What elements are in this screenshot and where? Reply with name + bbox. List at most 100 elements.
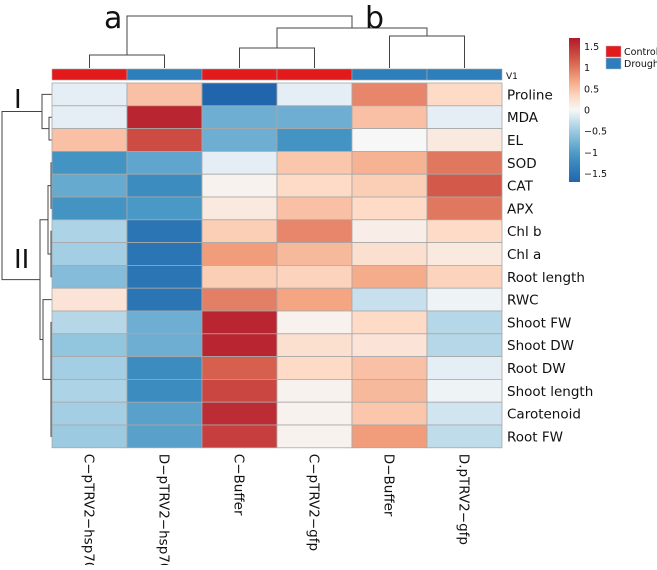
heatmap-cell xyxy=(351,333,428,357)
heatmap-cell xyxy=(51,356,128,380)
row-labels: Proline MDA EL SOD CAT APX Chl b Chl a Root leng… xyxy=(507,87,593,445)
heatmap-cell xyxy=(351,128,428,152)
dendrogram-branch xyxy=(1,111,42,281)
heatmap-cell xyxy=(426,150,503,175)
heatmap-cell xyxy=(426,378,503,403)
heatmap-cell xyxy=(201,310,278,335)
row-label: Chl b xyxy=(507,224,542,240)
row-label: Root length xyxy=(507,270,585,286)
heatmap-cell xyxy=(276,310,353,335)
row-label: Root FW xyxy=(507,429,563,445)
heatmap-cell xyxy=(426,219,503,244)
column-dendrogram xyxy=(89,15,465,68)
colorbar-tick-label: −1.5 xyxy=(584,169,607,180)
row-label: RWC xyxy=(507,293,539,309)
heatmap-cell xyxy=(201,424,278,449)
row-label: CAT xyxy=(507,179,534,195)
annotation-cell xyxy=(426,68,503,81)
row-label: MDA xyxy=(507,110,539,126)
row-label: EL xyxy=(507,133,524,149)
heatmap-cell xyxy=(426,128,503,152)
heatmap-cell xyxy=(201,196,278,221)
heatmap-cell xyxy=(351,310,428,335)
heatmap-cell xyxy=(351,424,428,449)
heatmap-cell xyxy=(201,105,278,130)
heatmap-cell xyxy=(126,378,203,403)
heatmap-cell xyxy=(201,287,278,312)
annotation-legend: ControlDrought xyxy=(605,45,657,70)
heatmap-cell xyxy=(276,264,353,289)
heatmap-cell xyxy=(126,333,203,357)
column-label: D.pTRV2−gfp xyxy=(456,454,472,545)
row-dendrogram xyxy=(1,93,52,437)
heatmap-cell xyxy=(126,150,203,175)
heatmap-cell xyxy=(201,82,278,107)
dendrogram-branch xyxy=(126,15,353,55)
legend-label: Control xyxy=(624,47,657,58)
row-label: Shoot length xyxy=(507,384,593,400)
heatmap-cell xyxy=(201,401,278,426)
heatmap-cell xyxy=(51,378,128,403)
heatmap-cell xyxy=(276,333,353,357)
row-label: Carotenoid xyxy=(507,407,581,423)
legend-swatch xyxy=(605,57,622,70)
heatmap-cell xyxy=(201,128,278,152)
heatmap-cell xyxy=(126,128,203,152)
heatmap-cell xyxy=(276,424,353,449)
annotation-cell xyxy=(276,68,353,81)
legend-label: Drought xyxy=(624,59,657,70)
column-label: C−pTRV2−gfp xyxy=(306,454,322,551)
heatmap-cell xyxy=(351,150,428,175)
heatmap-cell xyxy=(426,356,503,380)
heatmap-cell xyxy=(51,219,128,244)
cluster-label-I: I xyxy=(14,85,22,115)
legend-swatch xyxy=(605,45,622,58)
heatmap-cell xyxy=(126,82,203,107)
heatmap-cell xyxy=(351,356,428,380)
heatmap-cell xyxy=(51,401,128,426)
heatmap-cells xyxy=(51,82,503,449)
heatmap-cell xyxy=(276,82,353,107)
heatmap-cell xyxy=(126,173,203,198)
heatmap-cell xyxy=(351,401,428,426)
heatmap-cell xyxy=(276,173,353,198)
annotation-cell xyxy=(201,68,278,81)
heatmap-cell xyxy=(51,173,128,198)
heatmap-cell xyxy=(51,424,128,449)
column-label: C−pTRV2−hsp70 xyxy=(81,454,97,565)
heatmap-cell xyxy=(51,105,128,130)
heatmap-cell xyxy=(201,264,278,289)
heatmap-cell xyxy=(51,242,128,266)
heatmap-cell xyxy=(276,356,353,380)
heatmap-cell xyxy=(201,333,278,357)
heatmap-cell xyxy=(126,356,203,380)
column-label: C−Buffer xyxy=(231,454,247,516)
column-label: D−Buffer xyxy=(381,454,397,517)
heatmap-cell xyxy=(276,287,353,312)
heatmap-cell xyxy=(426,242,503,266)
heatmap-cell xyxy=(351,173,428,198)
heatmap-cell xyxy=(201,242,278,266)
heatmap-cell xyxy=(126,401,203,426)
dendrogram-branch xyxy=(48,116,52,141)
dendrogram-branch xyxy=(41,93,52,130)
heatmap-cell xyxy=(276,401,353,426)
heatmap-cell xyxy=(51,128,128,152)
heatmap-cell xyxy=(351,287,428,312)
heatmap-cell xyxy=(126,105,203,130)
heatmap-cell xyxy=(276,378,353,403)
row-label: SOD xyxy=(507,156,537,172)
heatmap-cell xyxy=(426,196,503,221)
annotation-bar xyxy=(51,68,503,81)
dendrogram-branch xyxy=(276,27,428,48)
colorbar-tick-label: 0.5 xyxy=(584,84,599,95)
heatmap-cell xyxy=(201,173,278,198)
heatmap-cell xyxy=(201,378,278,403)
heatmap-cell xyxy=(51,310,128,335)
dendrogram-branch xyxy=(39,219,48,340)
row-label: Shoot DW xyxy=(507,338,574,354)
heatmap-cell xyxy=(351,242,428,266)
heatmap-cell xyxy=(351,378,428,403)
heatmap-cell xyxy=(126,219,203,244)
